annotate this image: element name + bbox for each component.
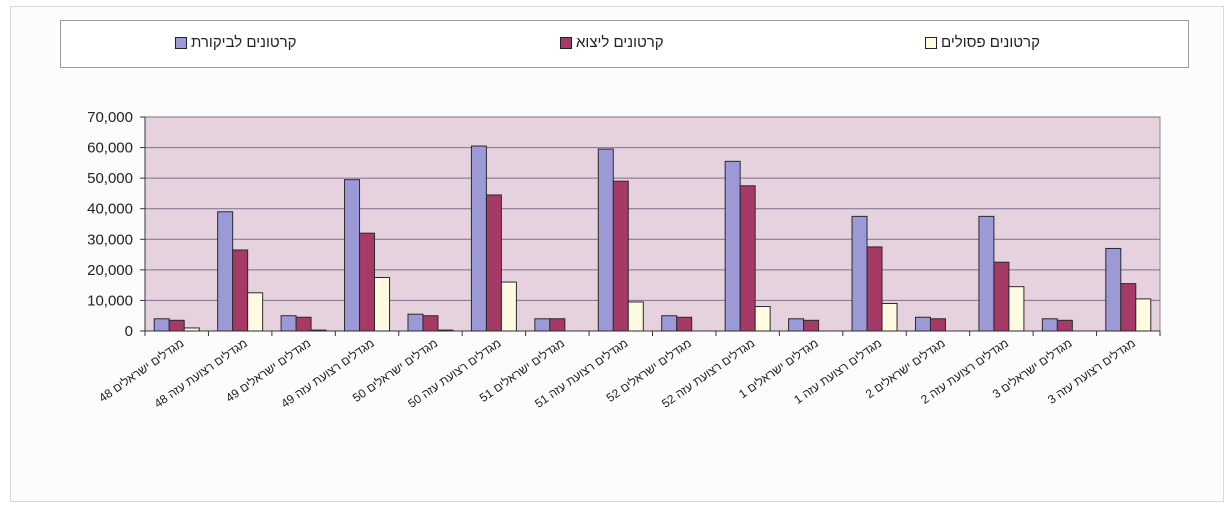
legend-item-review: קרטונים לביקורת [171,34,297,51]
bar [1041,318,1058,332]
bar [470,145,487,332]
bar [344,179,361,332]
y-tick-label: 60,000 [87,140,133,157]
legend-item-rejected: קרטונים פסולים [921,34,1040,51]
y-tick-label: 0 [125,323,133,340]
bar [407,313,424,332]
bar [597,148,614,332]
bar [612,180,629,332]
bar [295,316,312,332]
legend-swatch-export [560,36,572,49]
bar [724,160,741,332]
bar [1056,319,1073,332]
bar [929,318,946,332]
bar [217,211,234,332]
legend-label-export: קרטונים ליצוא [576,34,664,51]
legend-swatch-rejected [925,36,937,49]
bar [754,306,771,332]
y-tick-label: 10,000 [87,292,133,309]
bar [676,316,693,332]
y-tick-label: 50,000 [87,170,133,187]
legend-label-review: קרטונים לביקורת [191,34,297,51]
bar [993,261,1010,332]
bar [881,302,898,332]
bar [739,185,756,332]
bar [232,249,249,332]
bar [247,292,264,332]
y-tick-label: 40,000 [87,201,133,218]
bar [803,319,820,332]
y-tick-label: 20,000 [87,262,133,279]
bar [374,277,391,332]
bar [1120,283,1137,332]
bar [422,315,439,332]
bar [500,281,517,332]
bar [168,319,185,332]
legend-swatch-review [175,36,187,49]
bar [1105,247,1122,332]
bar [549,318,566,332]
y-tick-label: 70,000 [87,109,133,126]
bar [1008,286,1025,332]
bar [866,246,883,332]
bar [627,301,644,332]
bar [1135,298,1152,332]
bar [437,329,454,332]
bar [661,315,678,332]
bar [183,327,200,332]
y-tick-label: 30,000 [87,231,133,248]
bar [788,318,805,332]
bar [978,215,995,332]
bar [485,194,502,332]
chart-legend: קרטונים לביקורת קרטונים ליצוא קרטונים פס… [60,20,1189,68]
bar [359,232,376,332]
bar [153,318,170,332]
bar [310,329,327,332]
legend-item-export: קרטונים ליצוא [556,34,664,51]
legend-label-rejected: קרטונים פסולים [941,34,1040,51]
bar [851,215,868,332]
bar [280,315,297,332]
bar [534,318,551,332]
bar [914,316,931,332]
